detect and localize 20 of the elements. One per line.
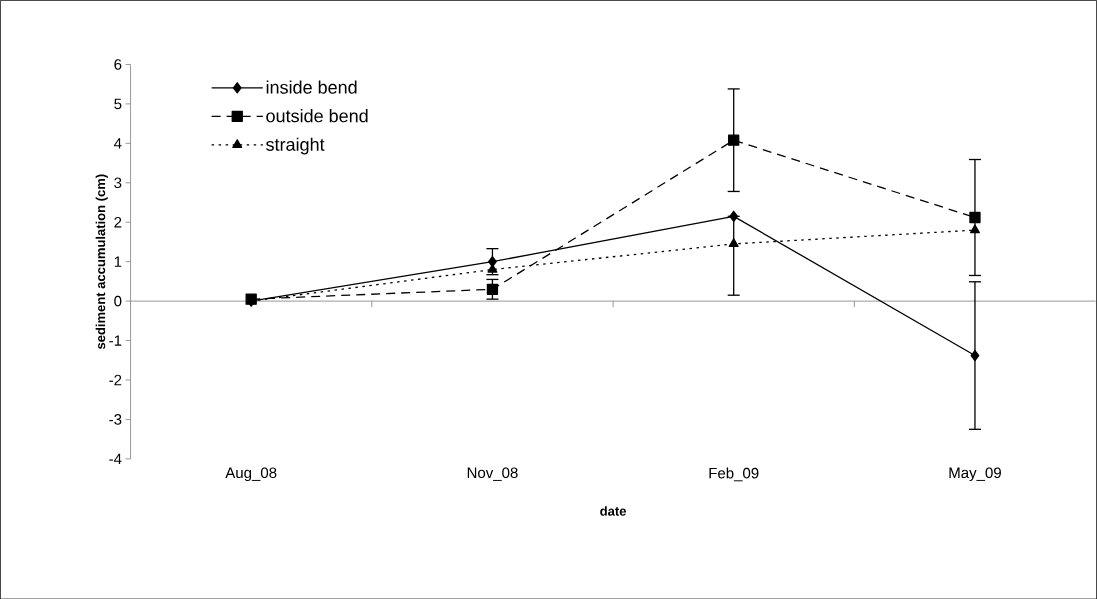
- y-tick-label: -3: [109, 413, 122, 425]
- legend-label: outside bend: [266, 108, 368, 123]
- legend-label: straight: [266, 137, 325, 155]
- y-tick-label: -1: [109, 335, 122, 346]
- y-tick-label: 0: [114, 295, 122, 307]
- y-tick-label: 4: [114, 137, 122, 149]
- x-tick-label: Feb_09: [709, 467, 759, 482]
- y-tick-label: -4: [109, 453, 122, 464]
- y-tick-label: 6: [114, 58, 122, 70]
- y-tick-label: 5: [114, 98, 122, 109]
- x-axis-title: date: [600, 505, 627, 516]
- x-tick-label: May_09: [949, 467, 1001, 481]
- x-tick-label: Nov_08: [467, 467, 518, 481]
- y-axis-title: sediment accumulation (cm): [95, 174, 108, 349]
- y-tick-label: -2: [109, 374, 122, 386]
- legend-label: inside bend: [266, 80, 357, 94]
- y-tick-label: 1: [114, 256, 122, 267]
- x-tick-label: Aug_08: [225, 467, 277, 481]
- y-tick-label: 3: [114, 177, 122, 188]
- y-tick-label: 2: [114, 216, 122, 228]
